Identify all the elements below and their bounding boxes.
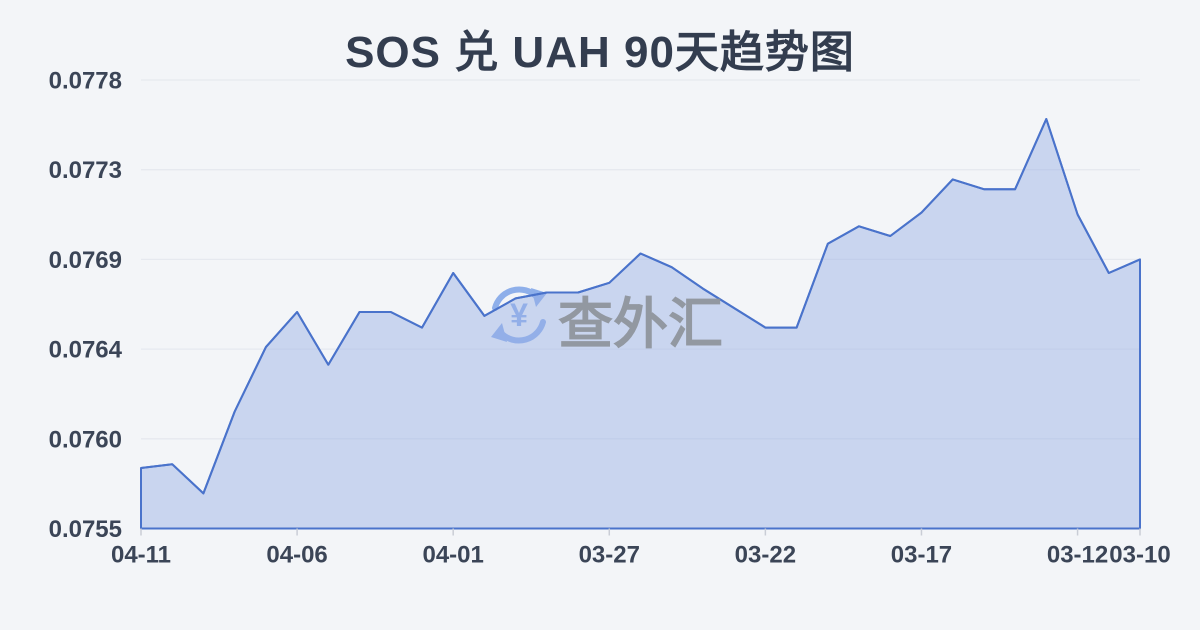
x-axis-label: 03-12 — [1047, 542, 1108, 569]
x-axis-label: 04-06 — [266, 542, 327, 569]
x-axis-label: 03-27 — [579, 542, 640, 569]
x-axis-label: 03-17 — [891, 542, 952, 569]
y-axis-label: 0.0760 — [49, 426, 122, 453]
exchange-arrow-top — [492, 286, 539, 311]
currency-exchange-icon: ¥ — [491, 286, 547, 344]
trend-line — [140, 118, 1141, 495]
x-axis-label: 04-01 — [422, 542, 483, 569]
yen-symbol: ¥ — [510, 297, 528, 333]
watermark-text: 查外汇 — [558, 293, 724, 355]
y-axis-label: 0.0773 — [49, 157, 122, 184]
exchange-arrowhead-bottom — [491, 323, 507, 342]
chart-title: SOS 兑 UAH 90天趋势图 — [345, 28, 855, 77]
y-axis-label: 0.0755 — [49, 516, 122, 543]
x-axis-label: 04-11 — [111, 542, 171, 569]
y-axis-label: 0.0769 — [49, 247, 122, 274]
y-axis-label: 0.0778 — [49, 68, 122, 95]
x-axis-label: 03-10 — [1109, 542, 1170, 569]
y-axis-label: 0.0764 — [49, 337, 123, 364]
exchange-arrow-bottom — [499, 319, 546, 344]
x-axis-label: 03-22 — [735, 542, 796, 569]
